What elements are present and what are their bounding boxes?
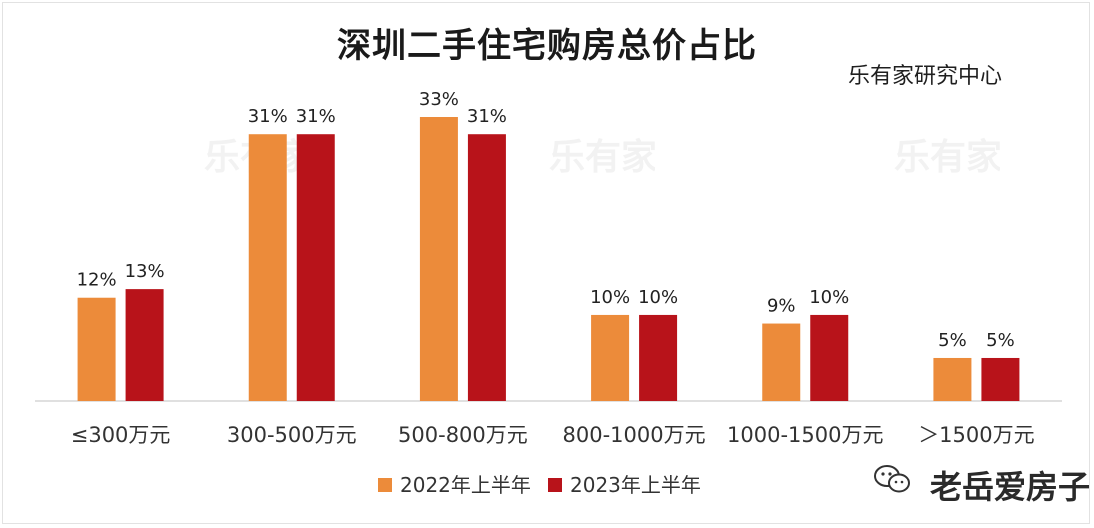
source-label: 乐有家研究中心 [848, 64, 1003, 89]
bar [639, 314, 678, 401]
corner-watermark: 老岳爱房子 [930, 468, 1091, 506]
data-label: 5% [986, 330, 1015, 351]
x-tick-label: ≤300万元 [71, 423, 171, 447]
bar [762, 323, 801, 401]
data-label: 31% [248, 106, 288, 127]
data-label: 31% [467, 106, 507, 127]
svg-text:乐有家: 乐有家 [894, 137, 1000, 178]
bar [933, 357, 972, 401]
chat-bubble-icon [874, 465, 910, 493]
legend-label: 2022年上半年 [400, 473, 531, 497]
bar [467, 134, 506, 401]
bar [810, 314, 849, 401]
bar [77, 297, 116, 401]
x-tick-label: 800-1000万元 [563, 423, 706, 447]
x-tick-label: 500-800万元 [398, 423, 528, 447]
svg-text:乐有家: 乐有家 [549, 137, 655, 178]
bar [419, 117, 458, 401]
x-tick-label: 1000-1500万元 [727, 423, 883, 447]
watermark-stamp-logo: 乐有家 [894, 137, 1000, 178]
bar [248, 134, 287, 401]
data-label: 10% [809, 287, 849, 308]
legend-label: 2023年上半年 [570, 473, 701, 497]
bar [125, 289, 164, 401]
bar [591, 314, 630, 401]
watermark-stamp-logo: 乐有家 [549, 137, 655, 178]
legend-swatch [378, 478, 392, 492]
bar [981, 357, 1020, 401]
legend-swatch [548, 478, 562, 492]
data-label: 13% [125, 261, 165, 282]
data-label: 31% [296, 106, 336, 127]
bar [296, 134, 335, 401]
data-label: 33% [419, 89, 459, 110]
x-tick-label: ＞1500万元 [918, 423, 1034, 447]
data-label: 12% [77, 270, 117, 291]
data-label: 9% [767, 296, 796, 317]
data-label: 10% [590, 287, 630, 308]
chart-title: 深圳二手住宅购房总价占比 [337, 26, 757, 66]
data-label: 10% [638, 287, 678, 308]
data-label: 5% [938, 330, 967, 351]
x-tick-label: 300-500万元 [227, 423, 357, 447]
